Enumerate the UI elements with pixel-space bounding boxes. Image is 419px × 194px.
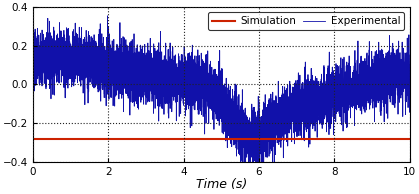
Line: Experimental: Experimental — [33, 16, 410, 178]
Experimental — [105, 15, 110, 17]
Simulation — [30, 138, 35, 140]
Experimental — [30, 36, 35, 39]
Experimental — [310, 108, 315, 111]
Experimental — [330, 99, 335, 101]
Experimental — [246, 177, 251, 179]
Experimental — [49, 75, 54, 77]
Legend: Simulation, Experimental: Simulation, Experimental — [208, 12, 404, 30]
Experimental — [167, 73, 172, 75]
Experimental — [253, 138, 259, 141]
Experimental — [270, 129, 275, 132]
Experimental — [407, 64, 412, 66]
X-axis label: Time (s): Time (s) — [196, 178, 247, 191]
Simulation — [68, 138, 73, 140]
